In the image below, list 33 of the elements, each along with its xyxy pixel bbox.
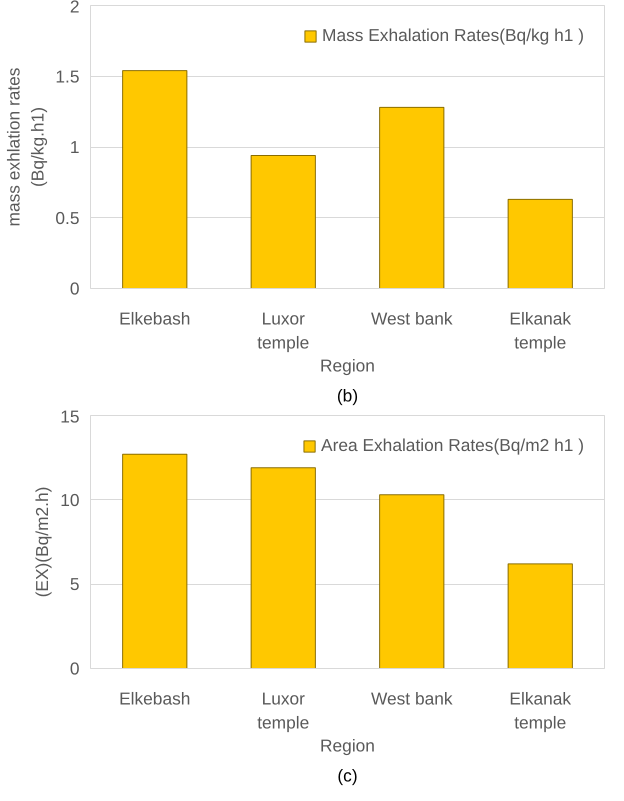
- x-tick-label: Elkanak temple: [509, 308, 572, 352]
- bar: [508, 563, 573, 668]
- legend-label: Mass Exhalation Rates(Bq/kg h1 ): [322, 25, 584, 46]
- bar: [379, 106, 444, 288]
- bar: [508, 198, 573, 288]
- x-tick-label: West bank: [370, 308, 453, 328]
- bar: [379, 494, 444, 668]
- bar: [122, 454, 188, 668]
- y-tick-label: 1: [70, 137, 80, 157]
- x-axis-title: Region: [320, 356, 375, 376]
- bar: [122, 70, 188, 288]
- y-tick-label: 0.5: [55, 208, 80, 228]
- y-tick-label: 0: [70, 658, 80, 678]
- x-axis-title: Region: [320, 736, 375, 756]
- x-tick-label: Luxor temple: [257, 688, 310, 732]
- y-tick-label: 0: [70, 278, 80, 298]
- bar: [250, 154, 316, 288]
- y-tick-label: 10: [60, 490, 80, 510]
- text: (b): [336, 386, 358, 406]
- y-tick-label: 15: [60, 406, 80, 426]
- x-tick-label: Elkebash: [119, 308, 190, 328]
- y-axis-title: (EX)(Bq/m2.h): [32, 486, 52, 598]
- y-tick-label: 5: [70, 574, 80, 594]
- text: (c): [337, 766, 358, 786]
- y-tick-label: 2: [70, 0, 80, 16]
- y-axis-title: mass exhlation rates (Bq/kg.h1): [3, 67, 48, 226]
- y-tick-label: 1.5: [55, 66, 80, 86]
- x-tick-label: Luxor temple: [257, 308, 310, 352]
- bar: [250, 467, 316, 668]
- x-tick-label: Elkebash: [119, 688, 190, 708]
- legend-label: Area Exhalation Rates(Bq/m2 h1 ): [321, 435, 584, 456]
- x-tick-label: West bank: [370, 688, 453, 708]
- x-tick-label: Elkanak temple: [509, 688, 572, 732]
